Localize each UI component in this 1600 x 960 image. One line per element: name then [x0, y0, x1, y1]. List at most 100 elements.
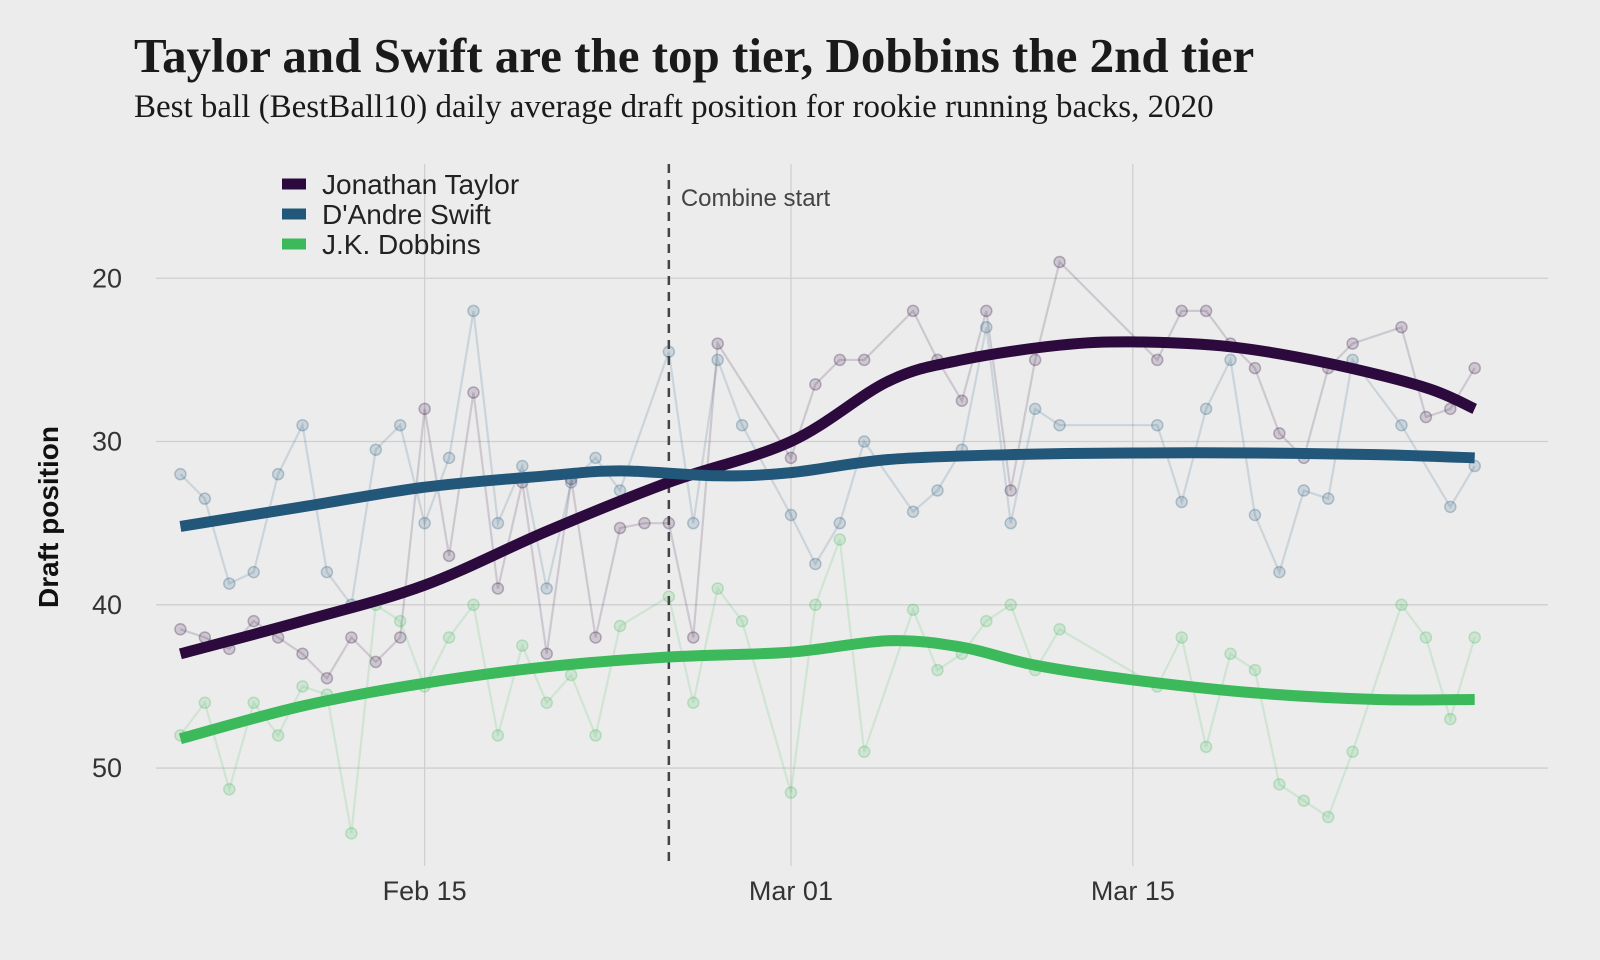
y-tick-label: 40 [92, 590, 122, 620]
raw-point [442, 451, 456, 465]
raw-point [1468, 631, 1481, 644]
raw-point [564, 668, 578, 682]
raw-point [1151, 418, 1164, 432]
raw-point [1175, 304, 1188, 318]
raw-point [174, 467, 187, 481]
raw-series [174, 255, 1481, 840]
raw-point [1199, 740, 1213, 754]
raw-series-2 [174, 533, 1481, 840]
raw-point [1346, 745, 1359, 758]
raw-point [1199, 304, 1213, 318]
trend-line-0 [178, 336, 1478, 660]
raw-point [540, 582, 553, 595]
raw-point [247, 565, 260, 579]
raw-point [491, 729, 505, 742]
raw-point [271, 729, 285, 742]
raw-point [1175, 495, 1188, 509]
raw-point [1444, 712, 1457, 726]
raw-point [418, 402, 431, 416]
chart-subtitle: Best ball (BestBall10) daily average dra… [134, 89, 1214, 125]
raw-point [1321, 492, 1335, 505]
raw-point [784, 508, 798, 522]
raw-point [857, 435, 871, 448]
y-tick-labels: 20 30 40 50 [92, 263, 122, 783]
raw-point [516, 639, 529, 652]
raw-point [296, 418, 309, 432]
y-tick-label: 30 [92, 427, 122, 457]
raw-point [247, 696, 260, 709]
raw-line [180, 259, 1476, 681]
annotations: Combine start [667, 164, 831, 866]
raw-point [467, 386, 480, 399]
raw-point [589, 631, 602, 644]
raw-point [393, 418, 407, 432]
raw-point [1273, 565, 1286, 579]
raw-point [906, 505, 920, 518]
raw-point [1004, 484, 1017, 497]
raw-point [906, 304, 920, 318]
raw-point [1297, 794, 1311, 807]
x-tick-label: Mar 15 [1091, 876, 1175, 906]
y-axis-label: Draft position [33, 426, 64, 608]
raw-point [1297, 484, 1311, 497]
raw-point [491, 582, 505, 595]
raw-point [1419, 410, 1433, 424]
raw-point [1175, 631, 1188, 644]
raw-point [1346, 337, 1359, 350]
raw-point [369, 655, 383, 669]
raw-point [833, 533, 847, 546]
x-tick-labels: Feb 15 Mar 01 Mar 15 [383, 876, 1175, 906]
raw-point [1395, 321, 1408, 334]
raw-point [735, 418, 749, 432]
raw-point [1053, 623, 1066, 636]
raw-point [247, 614, 260, 628]
raw-point [442, 631, 456, 644]
raw-point [980, 614, 993, 628]
raw-point [980, 321, 993, 334]
raw-point [320, 565, 334, 579]
raw-point [784, 451, 798, 465]
raw-point [711, 337, 724, 350]
raw-point [711, 582, 724, 595]
legend-label: D'Andre Swift [322, 199, 491, 230]
raw-point [1444, 500, 1457, 514]
raw-point [1151, 353, 1164, 367]
raw-point [906, 603, 920, 616]
raw-point [833, 353, 847, 367]
raw-point [589, 729, 602, 742]
raw-point [320, 672, 334, 685]
raw-point [1273, 427, 1286, 440]
raw-point [393, 614, 407, 628]
raw-point [198, 696, 212, 709]
raw-point [1395, 598, 1408, 612]
raw-point [687, 696, 700, 709]
raw-point [296, 647, 309, 661]
raw-point [174, 623, 187, 636]
x-tick-label: Mar 01 [749, 876, 833, 906]
raw-point [857, 353, 871, 367]
trend-lines [178, 336, 1478, 745]
raw-point [491, 516, 505, 530]
raw-point [980, 304, 993, 318]
combine-start-label: Combine start [681, 185, 831, 212]
raw-point [711, 353, 724, 367]
x-tick-label: Feb 15 [383, 876, 467, 906]
raw-point [1321, 810, 1335, 824]
raw-point [442, 549, 456, 563]
trend-line-2 [178, 635, 1475, 745]
raw-point [955, 394, 969, 407]
raw-point [1248, 663, 1262, 677]
raw-point [931, 484, 944, 497]
raw-point [809, 378, 822, 391]
raw-point [1468, 361, 1481, 375]
raw-point [271, 467, 285, 481]
raw-point [1419, 631, 1433, 644]
raw-point [223, 577, 236, 590]
chart-title: Taylor and Swift are the top tier, Dobbi… [134, 28, 1254, 83]
legend-label: J.K. Dobbins [322, 229, 481, 260]
raw-point [393, 631, 407, 644]
gridlines [156, 164, 1548, 866]
y-tick-label: 50 [92, 753, 122, 783]
